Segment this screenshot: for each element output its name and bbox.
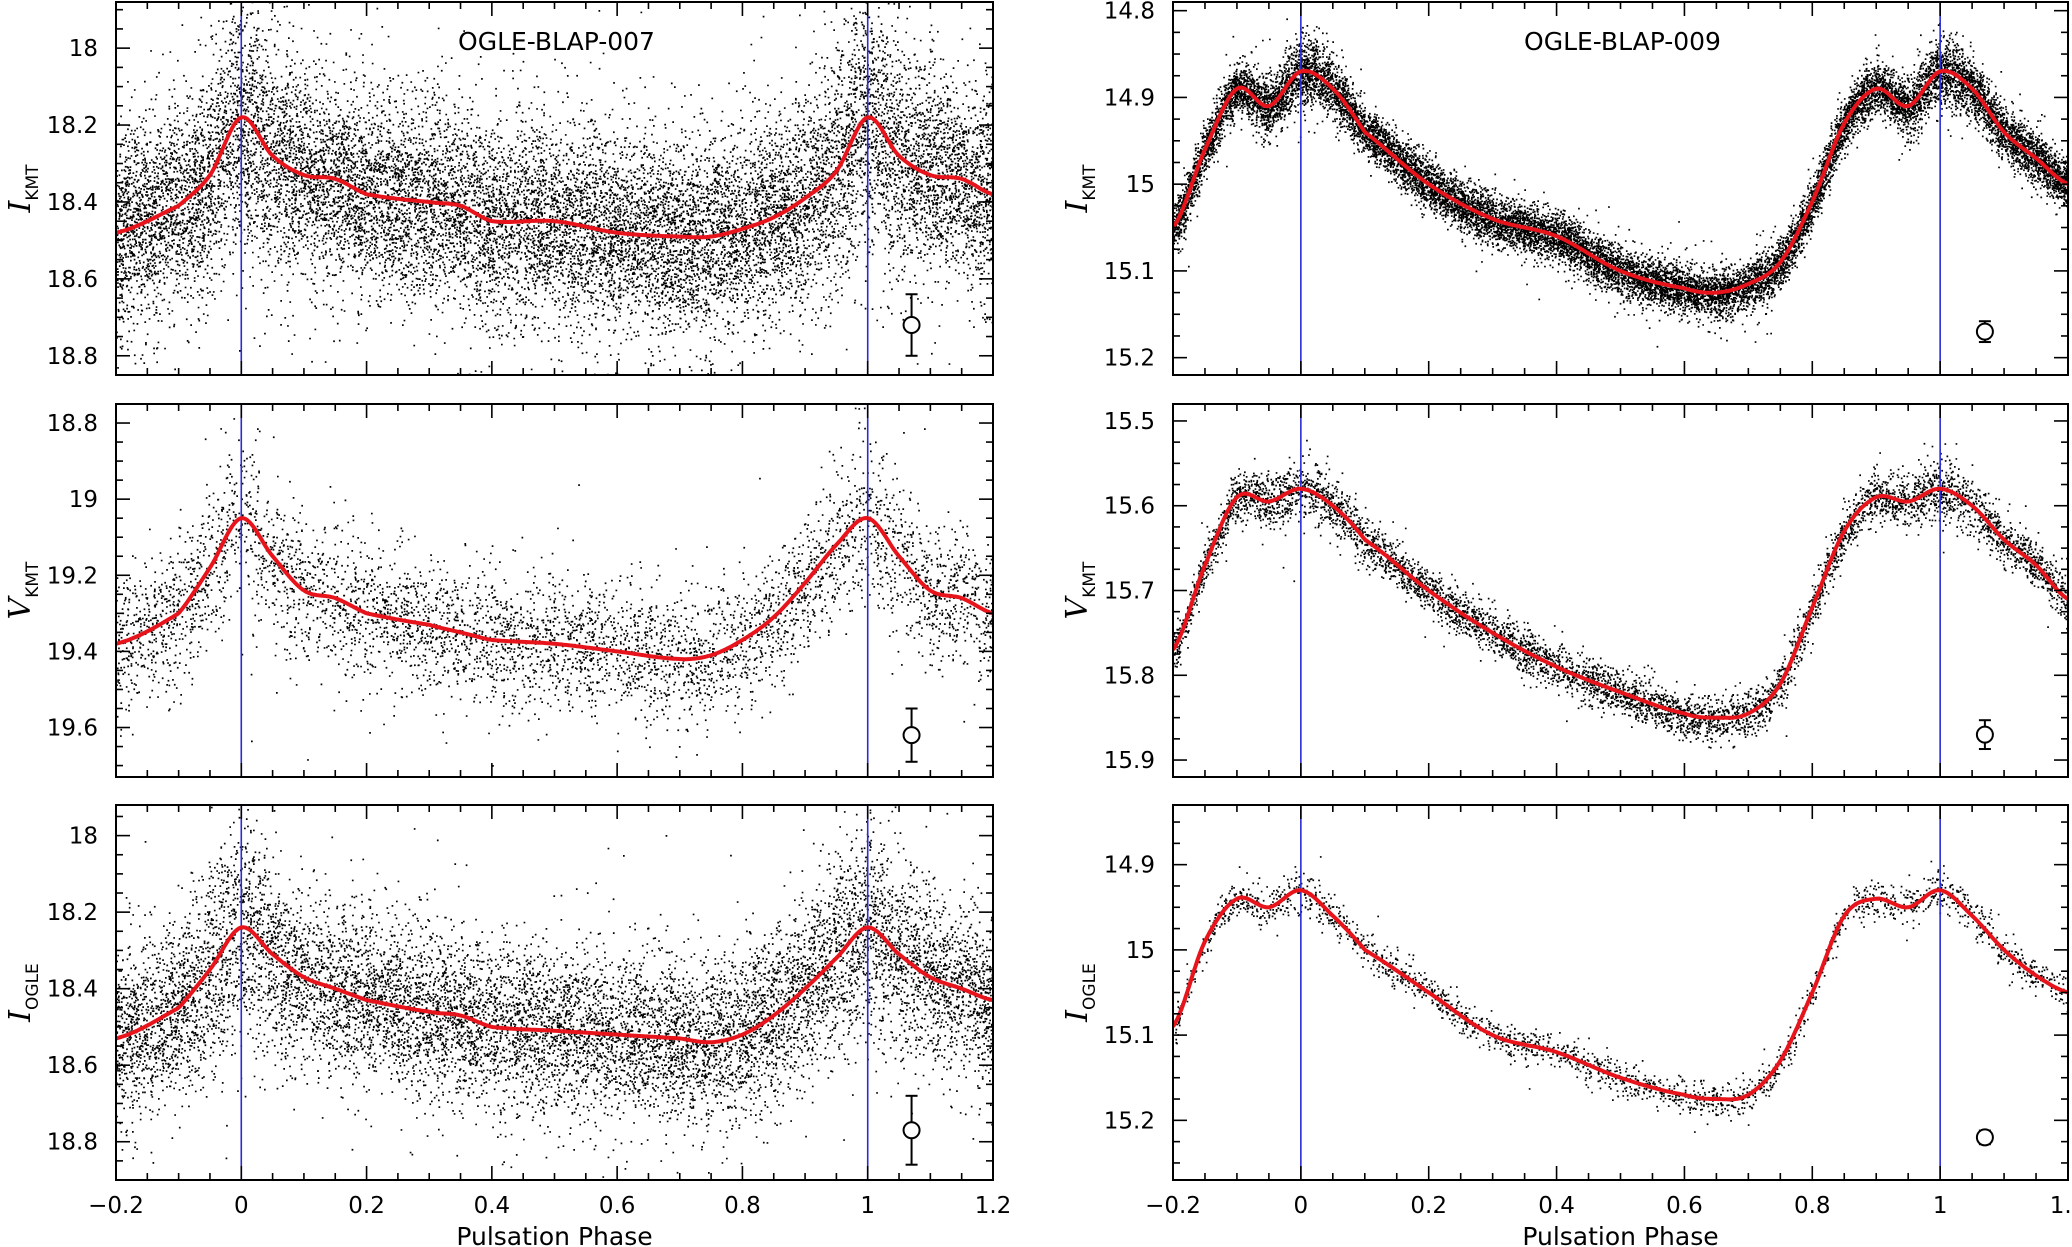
data-points (1174, 856, 2069, 1133)
y-axis-subscript: KMT (1080, 164, 1100, 201)
plot-area (1173, 404, 2070, 777)
y-tick-label: 15 (1126, 938, 1155, 964)
x-tick-label: 0.6 (1666, 1193, 1703, 1219)
y-tick-label: 18.2 (47, 900, 98, 926)
y-tick-label: 18.4 (47, 977, 98, 1003)
x-tick-label: 0.2 (348, 1193, 385, 1219)
y-tick-label: 18.8 (47, 344, 98, 370)
plot-frame (1173, 805, 2068, 1180)
y-tick-label: 15.2 (1104, 1108, 1155, 1134)
y-tick-label: 15.1 (1104, 259, 1155, 285)
y-tick-label: 15.9 (1104, 748, 1155, 774)
y-tick-label: 19.6 (47, 716, 98, 742)
y-tick-label: 18.4 (47, 190, 98, 216)
error-bar-marker (1977, 727, 1993, 743)
data-points (116, 753, 995, 1241)
error-bar (1977, 720, 1993, 749)
error-bar-marker (1977, 1129, 1993, 1145)
y-tick-label: 18.2 (47, 113, 98, 139)
mean-light-curve (1173, 489, 2068, 718)
plot-area (116, 398, 995, 836)
plot-area (1173, 0, 2070, 375)
error-bar (1977, 1129, 1993, 1145)
plot-area (1173, 805, 2069, 1180)
y-tick-label: 15 (1126, 172, 1155, 198)
y-tick-label: 19.4 (47, 639, 98, 665)
x-tick-label: 0 (1294, 1193, 1309, 1219)
x-tick-label: 1 (860, 1193, 875, 1219)
x-tick-label: 1.2 (975, 1193, 1012, 1219)
y-axis-subscript: KMT (23, 164, 43, 201)
y-tick-label: 18 (69, 824, 98, 850)
panel-title: OGLE-BLAP-009 (1524, 27, 1721, 56)
plot-frame (1173, 404, 2068, 777)
y-tick-label: 19 (69, 487, 98, 513)
y-tick-label: 15.2 (1104, 346, 1155, 372)
x-axis-title: Pulsation Phase (1522, 1222, 1718, 1247)
y-tick-label: 18 (69, 36, 98, 62)
y-axis-title: VKMT (3, 561, 43, 619)
x-tick-label: 0 (234, 1193, 249, 1219)
x-tick-label: 0.4 (1538, 1193, 1575, 1219)
y-tick-label: 18.6 (47, 267, 98, 293)
error-bar (904, 1096, 920, 1165)
y-tick-label: 14.9 (1104, 853, 1155, 879)
y-tick-label: 18.8 (47, 411, 98, 437)
y-tick-label: 18.8 (47, 1130, 98, 1156)
x-tick-label: 1 (1933, 1193, 1948, 1219)
y-tick-label: 14.9 (1104, 85, 1155, 111)
data-points (1173, 440, 2069, 749)
x-axis-title: Pulsation Phase (456, 1222, 652, 1247)
y-axis-title: IOGLE (1060, 963, 1100, 1023)
y-tick-label: 15.7 (1104, 579, 1155, 605)
y-axis-subscript: KMT (1080, 561, 1100, 598)
panel-middle-right: 15.5 15.6 15.7 15.8 15.9 VKMT (1060, 404, 2070, 777)
y-axis-subscript: OGLE (1080, 963, 1100, 1010)
y-axis-title: IKMT (3, 164, 43, 214)
y-axis-title: IKMT (1060, 164, 1100, 214)
panel-middle-left: 18.8 19 19.2 19.4 19.6 VKMT (3, 398, 995, 836)
panel-top-right: 14.8 14.9 15 15.1 15.2 IKMT OGLE-BLAP-009 (1060, 0, 2070, 375)
data-points (116, 398, 995, 836)
panel-title: OGLE-BLAP-007 (458, 27, 655, 56)
y-axis-title: VKMT (1060, 561, 1100, 619)
plot-frame (116, 2, 993, 375)
plot-area (116, 0, 995, 496)
x-tick-label: 0.4 (474, 1193, 511, 1219)
y-axis-subscript: OGLE (23, 963, 43, 1010)
y-tick-label: 14.8 (1104, 0, 1155, 25)
error-bar (1977, 321, 1993, 342)
y-axis-subscript: KMT (23, 561, 43, 598)
x-tick-label: 0.8 (724, 1193, 761, 1219)
x-tick-label: 0.8 (1794, 1193, 1831, 1219)
panel-top-left: 18 18.2 18.4 18.6 18.8 IKMT OGLE-BLAP-007 (3, 0, 995, 496)
y-axis-title: IOGLE (3, 963, 43, 1023)
y-tick-label: 15.6 (1104, 494, 1155, 520)
y-tick-label: 15.5 (1104, 409, 1155, 435)
error-bar-marker (904, 1122, 920, 1138)
y-tick-label: 15.1 (1104, 1023, 1155, 1049)
y-tick-label: 15.8 (1104, 663, 1155, 689)
panel-bottom-right: 14.9 15 15.1 15.2 −0.2 0 0.2 0.4 0.6 0.8 1 1.2 Pulsa… (1060, 805, 2072, 1247)
y-tick-label: 19.2 (47, 563, 98, 589)
error-bar-marker (904, 317, 920, 333)
error-bar (904, 708, 920, 761)
panel-bottom-left: 18 18.2 18.4 18.6 18.8 −0.2 0 0.2 0.4 0.6 0.8 1 1.2 P… (3, 753, 1011, 1247)
x-tick-label: −0.2 (1145, 1193, 1201, 1219)
error-bar-marker (904, 727, 920, 743)
data-points (116, 0, 995, 496)
y-tick-label: 18.6 (47, 1053, 98, 1079)
x-tick-label: 0.2 (1410, 1193, 1447, 1219)
x-tick-label: 1.2 (2050, 1193, 2072, 1219)
plot-area (116, 753, 995, 1241)
error-bar (904, 294, 920, 356)
error-bar-marker (1977, 324, 1993, 340)
x-tick-label: −0.2 (88, 1193, 144, 1219)
x-tick-label: 0.6 (599, 1193, 636, 1219)
mean-light-curve (1173, 890, 2068, 1099)
